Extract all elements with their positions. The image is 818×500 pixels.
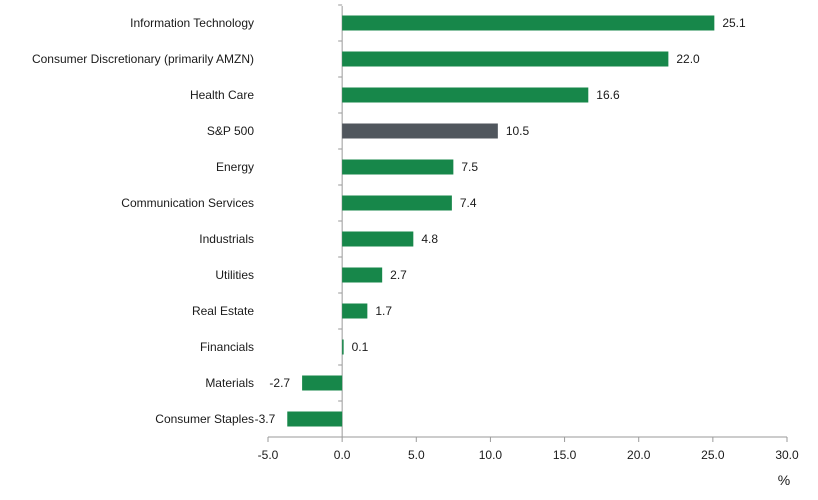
- category-label: Communication Services: [121, 196, 254, 210]
- category-label: Energy: [216, 160, 254, 174]
- bar-real-estate: [342, 303, 368, 319]
- value-label: 2.7: [390, 268, 407, 282]
- bar-utilities: [342, 267, 383, 283]
- x-tick-label: 10.0: [479, 448, 503, 462]
- x-tick-label: 15.0: [553, 448, 577, 462]
- bar-financials: [342, 339, 344, 355]
- bar-consumer-staples: [287, 411, 343, 427]
- bar-information-technology: [342, 15, 715, 31]
- x-tick-label: -5.0: [258, 448, 279, 462]
- x-tick-label: 0.0: [334, 448, 351, 462]
- category-label: S&P 500: [207, 124, 254, 138]
- value-label: 7.5: [461, 160, 478, 174]
- category-label: Financials: [200, 340, 254, 354]
- value-label: 10.5: [506, 124, 530, 138]
- bar-s-p-500: [342, 123, 498, 139]
- x-tick-label: 5.0: [408, 448, 425, 462]
- category-label: Real Estate: [192, 304, 254, 318]
- category-label: Consumer Staples: [155, 412, 254, 426]
- value-label: 25.1: [722, 16, 746, 30]
- category-label: Industrials: [199, 232, 254, 246]
- x-tick-label: 30.0: [775, 448, 799, 462]
- bar-consumer-discretionary-primarily-amzn: [342, 51, 669, 67]
- value-label: 16.6: [596, 88, 620, 102]
- value-label: -2.7: [269, 376, 290, 390]
- value-label: 1.7: [375, 304, 392, 318]
- x-axis-unit-label: %: [778, 472, 790, 488]
- value-label: 7.4: [460, 196, 477, 210]
- x-tick-label: 20.0: [627, 448, 651, 462]
- category-label: Information Technology: [130, 16, 254, 30]
- category-label: Materials: [205, 376, 254, 390]
- bar-industrials: [342, 231, 414, 247]
- value-label: 4.8: [421, 232, 438, 246]
- bar-energy: [342, 159, 454, 175]
- category-label: Health Care: [190, 88, 254, 102]
- value-label: 0.1: [352, 340, 369, 354]
- category-label: Consumer Discretionary (primarily AMZN): [32, 52, 254, 66]
- category-label: Utilities: [215, 268, 254, 282]
- value-label: -3.7: [255, 412, 276, 426]
- x-tick-label: 25.0: [701, 448, 725, 462]
- bar-health-care: [342, 87, 589, 103]
- value-label: 22.0: [676, 52, 700, 66]
- bar-materials: [302, 375, 343, 391]
- bar-communication-services: [342, 195, 452, 211]
